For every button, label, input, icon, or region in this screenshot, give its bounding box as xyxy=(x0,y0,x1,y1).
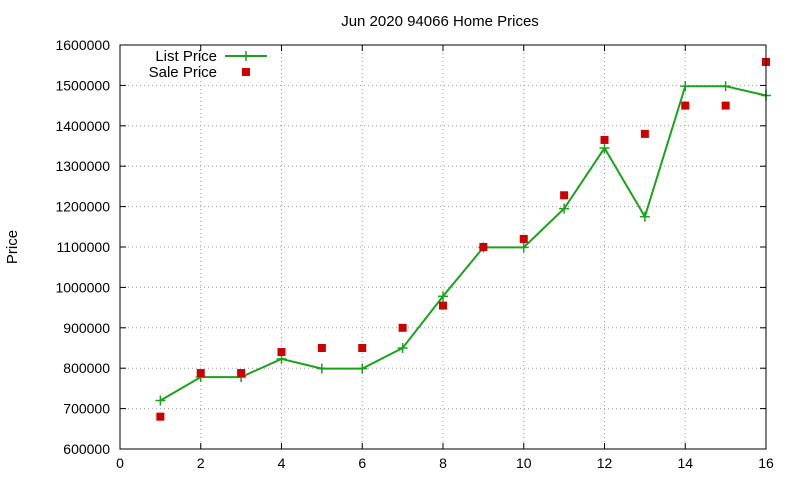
list-price-point xyxy=(438,291,448,302)
list-price-point xyxy=(316,363,327,374)
x-tick-label: 16 xyxy=(758,455,774,471)
sale-price-point xyxy=(640,129,649,138)
series-layer xyxy=(155,57,771,421)
list-price-point xyxy=(518,242,529,253)
sale-price-point xyxy=(358,344,367,352)
y-tick-label: 1100000 xyxy=(57,239,111,255)
x-tick-label: 0 xyxy=(116,455,124,471)
y-tick-label: 1400000 xyxy=(55,118,110,134)
list-price-point xyxy=(680,81,691,92)
y-axis-label: Price xyxy=(4,230,21,264)
legend-sale-price-marker xyxy=(242,68,250,76)
y-tick-label: 700000 xyxy=(63,401,110,417)
list-price-point xyxy=(397,343,408,353)
sale-price-point xyxy=(317,344,326,352)
sale-price-point xyxy=(721,101,730,110)
sale-price-point xyxy=(398,323,407,332)
y-tick-label: 1500000 xyxy=(55,77,110,93)
legend-list-price-label: List Price xyxy=(155,48,217,65)
sale-price-point xyxy=(196,369,205,378)
x-tick-label: 14 xyxy=(677,455,693,471)
y-tick-label: 600000 xyxy=(63,441,110,457)
y-tick-label: 800000 xyxy=(63,360,110,376)
plot-frame xyxy=(119,44,767,450)
chart-title: Jun 2020 94066 Home Prices xyxy=(341,13,539,30)
sale-price-point xyxy=(519,234,528,243)
sale-price-point xyxy=(156,412,165,421)
sale-price-point xyxy=(277,348,286,357)
list-price-point xyxy=(720,81,731,92)
list-price-point xyxy=(559,203,570,214)
list-price-point xyxy=(639,211,650,222)
sale-price-point xyxy=(439,301,447,310)
y-tick-label: 900000 xyxy=(63,320,110,336)
gridlines xyxy=(120,45,766,449)
y-tick-label: 1600000 xyxy=(55,37,110,53)
y-tick-label: 1300000 xyxy=(55,158,110,174)
y-tick-label: 1000000 xyxy=(55,279,110,295)
x-tick-label: 2 xyxy=(197,455,205,471)
x-tick-label: 8 xyxy=(439,455,447,471)
x-tick-label: 12 xyxy=(597,455,613,471)
list-price-point xyxy=(155,395,166,406)
axis-ticks: 0 2 4 6 8 10 12 14 16 600000 700000 800000 900000 100… xyxy=(55,37,774,471)
sale-price-point xyxy=(560,191,569,200)
x-tick-label: 10 xyxy=(516,455,532,471)
legend-sale-price-label: Sale Price xyxy=(149,64,217,81)
y-tick-label: 1200000 xyxy=(55,199,110,215)
sale-price-point xyxy=(237,369,246,378)
sale-price-point xyxy=(681,101,690,110)
list-price-line xyxy=(159,85,767,402)
list-price-point xyxy=(357,363,368,374)
legend-list-price-marker xyxy=(241,51,251,61)
x-tick-label: 4 xyxy=(278,455,286,471)
sale-price-point xyxy=(600,135,609,144)
x-tick-label: 6 xyxy=(358,455,366,471)
sale-price-point xyxy=(479,243,488,251)
list-price-point xyxy=(599,143,610,154)
